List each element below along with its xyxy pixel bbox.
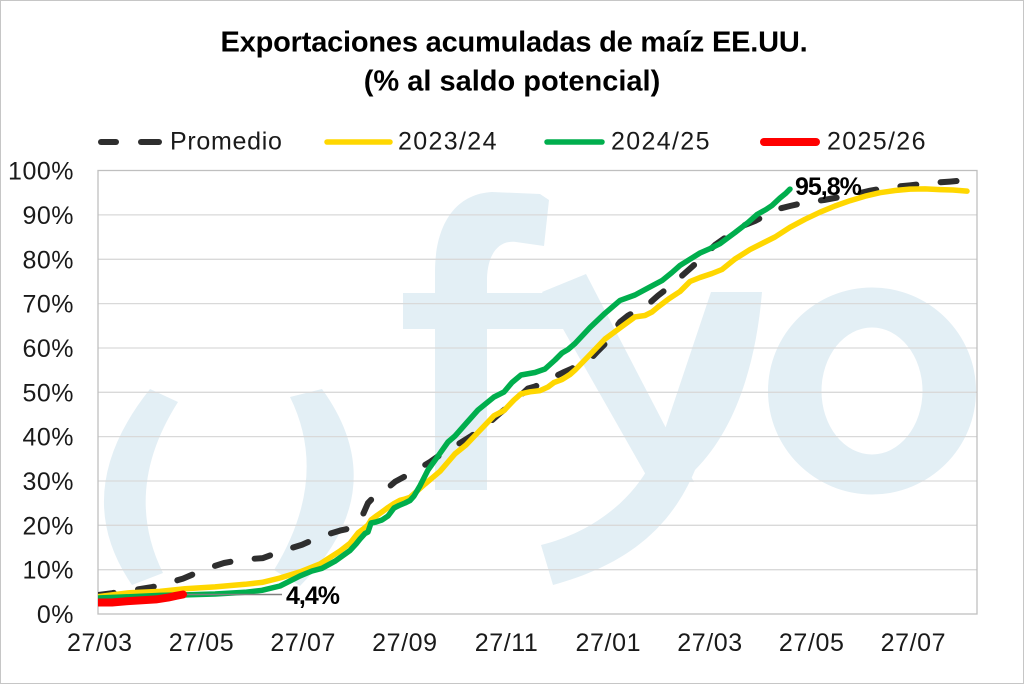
- svg-text:0%: 0%: [37, 601, 74, 629]
- svg-text:95,8%: 95,8%: [795, 173, 862, 201]
- svg-text:70%: 70%: [22, 291, 74, 319]
- svg-text:30%: 30%: [22, 468, 74, 496]
- svg-text:27/11: 27/11: [475, 629, 539, 657]
- svg-text:2025/26: 2025/26: [827, 128, 927, 156]
- svg-text:4,4%: 4,4%: [286, 582, 340, 610]
- svg-text:40%: 40%: [22, 424, 74, 452]
- svg-text:Exportaciones acumuladas de ma: Exportaciones acumuladas de maíz EE.UU.: [221, 27, 808, 59]
- svg-text:(% al saldo potencial): (% al saldo potencial): [364, 66, 661, 98]
- svg-text:27/09: 27/09: [372, 629, 438, 657]
- svg-text:60%: 60%: [22, 335, 74, 363]
- svg-text:27/01: 27/01: [576, 629, 642, 657]
- svg-text:27/07: 27/07: [881, 629, 947, 657]
- svg-text:27/07: 27/07: [270, 629, 336, 657]
- svg-text:90%: 90%: [22, 202, 74, 230]
- svg-text:50%: 50%: [22, 379, 74, 407]
- svg-text:27/03: 27/03: [677, 629, 743, 657]
- svg-text:2023/24: 2023/24: [398, 128, 498, 156]
- svg-text:100%: 100%: [8, 158, 74, 186]
- svg-text:2024/25: 2024/25: [611, 128, 711, 156]
- svg-text:27/05: 27/05: [169, 629, 235, 657]
- svg-text:Promedio: Promedio: [170, 128, 283, 156]
- svg-text:80%: 80%: [22, 246, 74, 274]
- svg-text:20%: 20%: [22, 512, 74, 540]
- svg-text:27/03: 27/03: [67, 629, 133, 657]
- svg-text:27/05: 27/05: [779, 629, 845, 657]
- svg-text:10%: 10%: [22, 557, 74, 585]
